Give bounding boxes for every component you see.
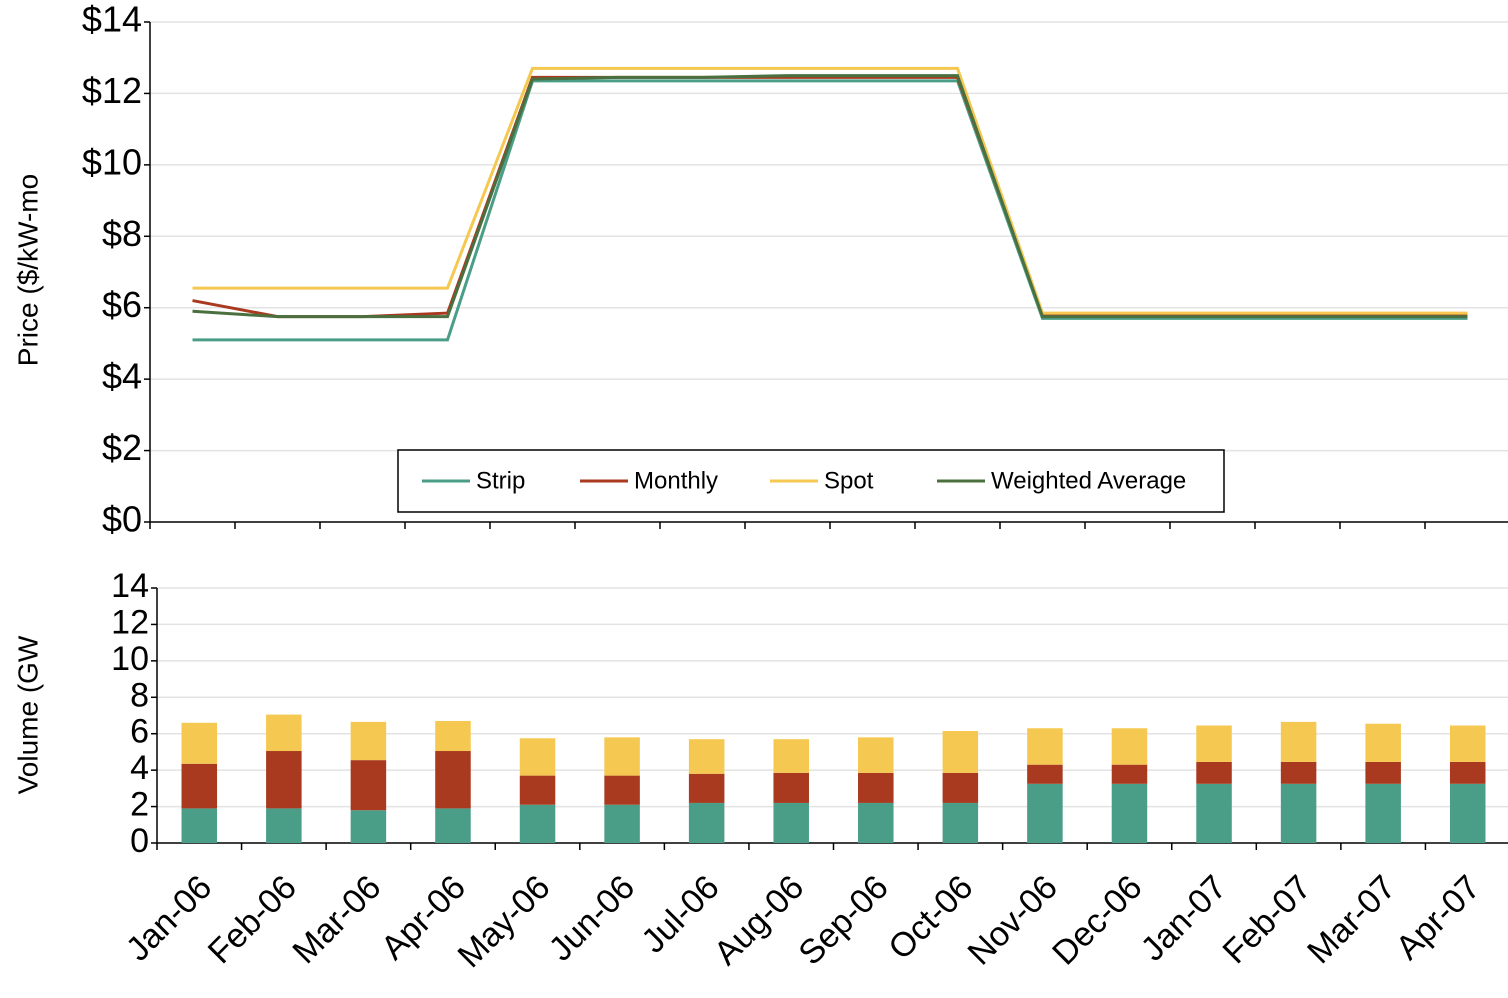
x-tick-label: Jan-07	[1134, 868, 1234, 968]
x-tick-label: Sep-06	[791, 868, 895, 972]
legend-label: Weighted Average	[991, 467, 1186, 494]
bar-segment	[1196, 783, 1232, 843]
line-series	[192, 66, 1468, 315]
bar-segment	[350, 760, 387, 811]
y-axis-label: Price ($/kW-mo	[12, 174, 43, 366]
bar-segment	[1449, 761, 1486, 784]
bar-segment	[688, 773, 725, 803]
bar-segment	[519, 738, 556, 776]
bar-segment	[435, 720, 471, 752]
bar-segment	[773, 772, 809, 803]
y-axis-label: Volume (GW	[12, 635, 43, 794]
x-tick-label: Jan-06	[119, 868, 219, 968]
line-series	[192, 79, 1468, 342]
bar-segment	[266, 808, 302, 843]
y-tick-label: $2	[102, 427, 142, 468]
bar-segment	[942, 802, 979, 843]
bar-segment	[858, 772, 894, 803]
y-tick-label: 8	[130, 676, 149, 714]
bar-segment	[350, 810, 387, 843]
bar-segment	[181, 722, 218, 764]
y-tick-label: 10	[111, 640, 149, 678]
bar-segment	[266, 714, 302, 752]
bar-segment	[858, 802, 894, 843]
bar-segment	[1196, 725, 1232, 762]
x-tick-label: Feb-07	[1216, 868, 1319, 971]
legend: Strip Monthly Spot Weighted Average	[397, 449, 1225, 513]
bar-segment	[688, 739, 725, 774]
y-tick-label: $10	[82, 141, 142, 182]
bar-segment	[773, 802, 809, 843]
bar-segment	[604, 775, 640, 805]
y-tick-label: 6	[130, 713, 149, 751]
legend-label: Strip	[476, 467, 525, 494]
y-tick-label: 4	[130, 749, 149, 787]
bar-segment	[858, 737, 894, 773]
y-tick-label: $8	[102, 213, 142, 254]
bar-segment	[1280, 721, 1317, 762]
y-tick-label: 2	[130, 786, 149, 824]
x-tick-label: Nov-06	[961, 868, 1065, 972]
bar-segment	[266, 751, 302, 809]
bar-segment	[1027, 728, 1063, 765]
bar-segment	[181, 763, 218, 809]
y-tick-label: 12	[111, 603, 149, 641]
bar-segment	[1280, 761, 1317, 784]
x-tick-label: Feb-06	[201, 868, 304, 971]
x-tick-label: Dec-06	[1045, 868, 1149, 972]
line-series	[192, 75, 1468, 319]
bar-segment	[1365, 723, 1401, 762]
bar-segment	[435, 808, 471, 843]
bar-segment	[688, 802, 725, 843]
y-tick-label: $12	[82, 70, 142, 111]
bar-segment	[1111, 764, 1148, 784]
bar-segment	[1280, 783, 1317, 843]
bar-segment	[1365, 761, 1401, 784]
x-tick-label: May-06	[451, 868, 558, 975]
bar-segment	[519, 775, 556, 805]
bar-segment	[604, 737, 640, 776]
y-tick-label: $14	[82, 0, 142, 40]
bar-segment	[604, 804, 640, 843]
bar-segment	[181, 808, 218, 843]
x-tick-label: Jun-06	[542, 868, 642, 968]
bar-segment	[773, 739, 809, 773]
y-tick-label: 14	[111, 567, 149, 605]
y-tick-label: 0	[130, 822, 149, 860]
y-tick-label: $0	[102, 499, 142, 540]
x-tick-label: Oct-06	[881, 868, 980, 967]
bar-segment	[1111, 783, 1148, 843]
bar-segment	[1449, 783, 1486, 843]
bar-segment	[1449, 725, 1486, 762]
y-tick-label: $6	[102, 284, 142, 325]
x-tick-label: Mar-07	[1300, 868, 1403, 971]
y-tick-label: $4	[102, 356, 142, 397]
bar-segment	[942, 772, 979, 803]
line-series	[192, 74, 1468, 319]
bar-segment	[942, 730, 979, 773]
legend-label: Spot	[824, 467, 874, 494]
bar-segment	[1027, 783, 1063, 843]
x-tick-label: Apr-07	[1389, 868, 1488, 967]
bar-segment	[1027, 764, 1063, 784]
bar-segment	[1196, 761, 1232, 784]
bar-segment	[1111, 728, 1148, 765]
x-tick-label: Aug-06	[707, 868, 811, 972]
bar-segment	[519, 804, 556, 843]
bar-segment	[350, 721, 387, 761]
legend-label: Monthly	[634, 467, 718, 494]
bar-segment	[435, 751, 471, 809]
x-tick-label: Mar-06	[285, 868, 388, 971]
bar-segment	[1365, 783, 1401, 843]
